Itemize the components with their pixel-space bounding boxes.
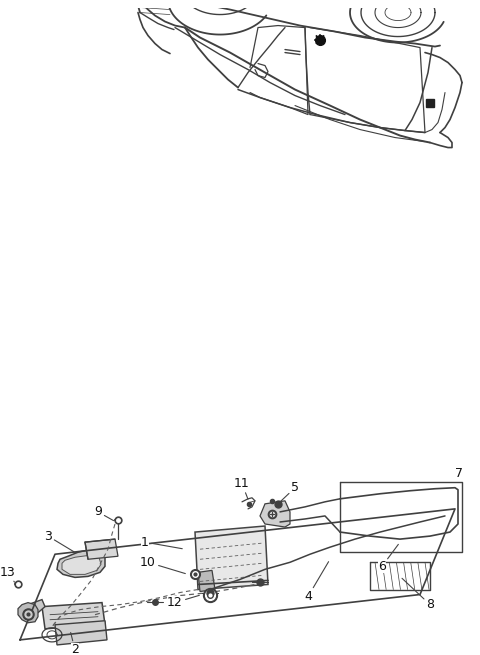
Text: 9: 9: [94, 506, 114, 521]
Polygon shape: [57, 549, 105, 578]
Text: 5: 5: [280, 481, 299, 502]
Text: 11: 11: [234, 477, 250, 499]
Polygon shape: [85, 539, 118, 559]
Polygon shape: [195, 526, 268, 590]
Polygon shape: [28, 599, 45, 614]
Text: 13: 13: [0, 566, 16, 582]
Text: 2: 2: [71, 633, 79, 655]
Text: 6: 6: [378, 544, 398, 573]
Text: 1: 1: [141, 536, 182, 549]
Polygon shape: [42, 603, 105, 629]
Text: 7: 7: [455, 467, 463, 480]
Polygon shape: [62, 555, 101, 574]
Text: 8: 8: [402, 578, 434, 611]
Polygon shape: [198, 571, 215, 591]
Polygon shape: [260, 501, 290, 527]
Text: 4: 4: [304, 562, 329, 603]
Text: 3: 3: [44, 530, 76, 553]
Text: 12: 12: [167, 595, 199, 609]
Polygon shape: [18, 603, 38, 623]
Text: 10: 10: [140, 556, 185, 574]
Polygon shape: [55, 621, 107, 645]
